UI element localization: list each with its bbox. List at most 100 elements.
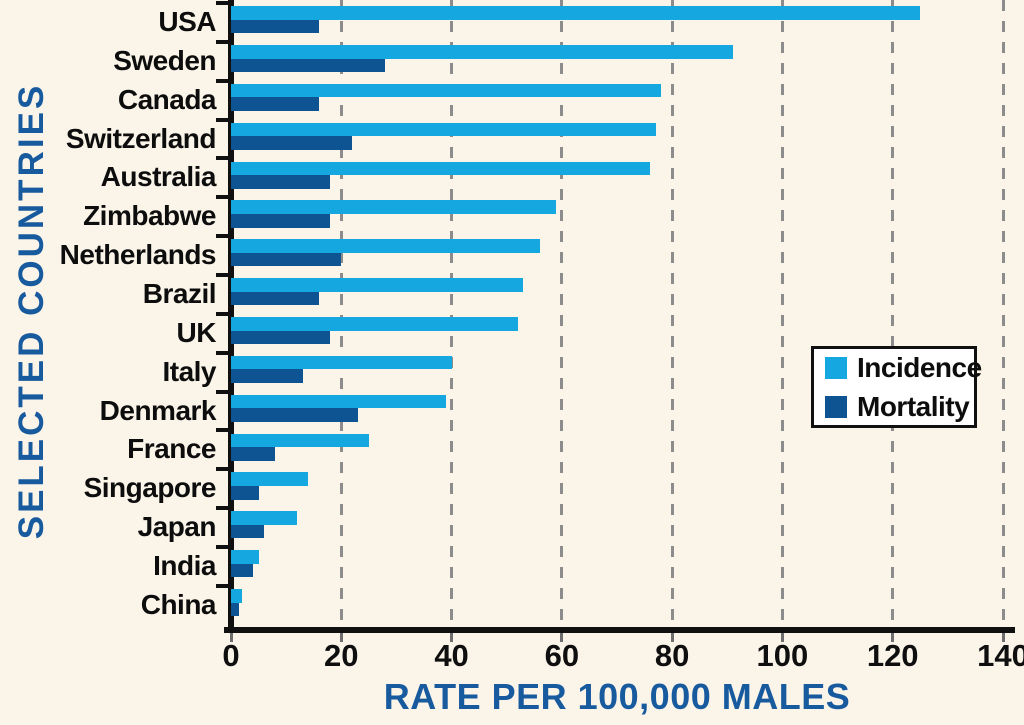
x-axis-title: RATE PER 100,000 MALES [383,676,851,717]
incidence-bar-italy [231,355,452,370]
bar-row-denmark [231,392,1003,431]
category-label-denmark: Denmark [99,394,217,426]
bar-row-france [231,430,1003,469]
incidence-bar-denmark [231,394,447,409]
category-label-netherlands: Netherlands [59,239,217,271]
x-tick-label-140: 140 [977,638,1024,673]
incidence-bar-france [231,433,369,448]
gridline-80 [670,0,674,627]
category-label-zimbabwe: Zimbabwe [83,200,216,232]
y-axis-tick [216,272,230,277]
category-label-singapore: Singapore [83,472,217,504]
y-axis-tick [216,39,230,44]
incidence-bar-india [231,550,259,564]
legend: Incidence Mortality [811,346,982,428]
bar-row-uk [231,314,1003,353]
mortality-bar-india [231,563,254,578]
bar-row-singapore [231,469,1003,508]
incidence-swatch-icon [825,356,847,379]
x-tick-label-40: 40 [434,638,469,673]
category-label-uk: UK [176,316,217,348]
mortality-bar-zimbabwe [231,214,331,228]
category-labels: USA Sweden Canada Switzerland Australia Zimba… [0,0,217,627]
mortality-bar-australia [231,175,331,189]
category-label-australia: Australia [100,161,217,193]
category-label-italy: Italy [162,355,216,387]
y-axis-tick [216,350,230,355]
x-axis-tick-140 [1001,633,1005,642]
mortality-bar-netherlands [231,252,342,267]
y-axis-tick [216,195,230,200]
x-tick-label-0: 0 [222,638,240,673]
x-axis-tick-80 [670,633,674,642]
bar-row-australia [231,158,1003,197]
mortality-bar-uk [231,330,331,345]
bar-row-sweden [231,42,1003,81]
incidence-bar-singapore [231,472,309,486]
category-label-sweden: Sweden [113,44,216,76]
y-axis-tick [216,117,230,122]
bar-row-brazil [231,275,1003,314]
y-axis-tick [216,506,230,511]
incidence-bar-usa [231,6,921,20]
category-label-japan: Japan [137,511,217,543]
gridline-40 [450,0,454,627]
incidence-bar-canada [231,83,662,98]
bar-row-netherlands [231,236,1003,275]
x-axis-tick-60 [560,633,564,642]
y-axis-tick [216,78,230,83]
x-axis-tick-120 [891,633,895,642]
gridline-120 [891,0,895,627]
y-axis-tick [216,583,230,588]
x-tick-label-20: 20 [324,638,359,673]
incidence-bar-brazil [231,278,524,292]
category-label-usa: USA [158,6,216,37]
x-tick-label-80: 80 [654,638,690,673]
incidence-bar-netherlands [231,239,540,253]
incidence-bar-uk [231,316,518,331]
y-axis-tick [216,544,230,549]
mortality-bar-japan [231,524,265,539]
gridline-140 [1001,0,1005,627]
y-axis-tick [216,311,230,316]
incidence-bar-japan [231,511,298,525]
x-axis-tick-20 [339,633,343,642]
mortality-bar-sweden [231,58,386,73]
bar-row-india [231,547,1003,586]
y-axis-tick [216,1,230,5]
y-axis-tick [216,428,230,433]
legend-item-incidence: Incidence [825,352,982,384]
mortality-bar-italy [231,369,303,384]
bar-row-usa [231,3,1003,42]
x-axis-tick-0 [229,633,233,642]
incidence-bar-switzerland [231,122,656,137]
mortality-swatch-icon [825,395,847,418]
x-axis-tick-100 [780,633,784,642]
gridline-20 [339,0,343,627]
gridline-60 [560,0,564,627]
mortality-bar-switzerland [231,136,353,150]
category-label-brazil: Brazil [142,277,217,309]
x-tick-label-120: 120 [866,638,919,673]
mortality-bar-usa [231,19,320,34]
x-axis-tick-40 [450,633,454,642]
incidence-bar-zimbabwe [231,200,557,215]
bar-row-japan [231,508,1003,547]
incidence-bar-china [231,588,243,603]
y-axis-tick [216,234,230,239]
bar-row-china [231,586,1003,625]
mortality-bar-canada [231,97,320,112]
gridline-100 [780,0,784,627]
y-axis-tick [216,389,230,394]
category-label-canada: Canada [117,83,217,115]
bar-row-zimbabwe [231,197,1003,236]
y-axis-tick [216,156,230,161]
category-label-india: India [153,549,216,581]
legend-label: Mortality [857,390,970,422]
incidence-bar-australia [231,161,651,176]
bar-row-italy [231,353,1003,392]
plot-area [231,0,1005,627]
category-label-china: China [140,588,217,620]
y-axis-line [228,0,234,633]
